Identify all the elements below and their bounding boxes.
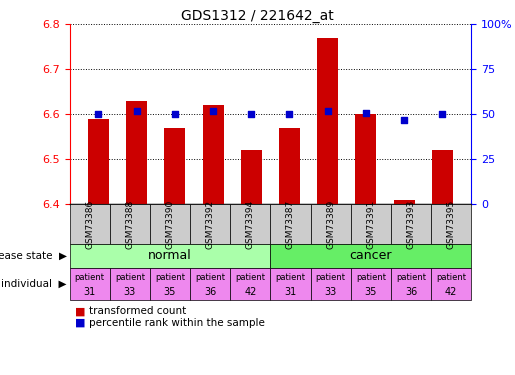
Bar <box>88 119 109 204</box>
Text: GDS1312 / 221642_at: GDS1312 / 221642_at <box>181 9 334 23</box>
Text: 42: 42 <box>244 287 256 297</box>
Text: percentile rank within the sample: percentile rank within the sample <box>89 318 265 327</box>
Text: disease state  ▶: disease state ▶ <box>0 251 67 261</box>
Bar <box>202 105 224 204</box>
Text: normal: normal <box>148 249 192 262</box>
Text: GSM73394: GSM73394 <box>246 200 255 249</box>
Bar <box>164 128 185 204</box>
Text: 31: 31 <box>83 287 96 297</box>
Point <box>170 111 179 117</box>
Text: patient: patient <box>115 273 145 282</box>
Point <box>362 110 370 116</box>
Point <box>400 117 408 123</box>
Point <box>94 111 102 117</box>
Point <box>285 111 294 117</box>
Bar <box>241 150 262 204</box>
Text: patient: patient <box>276 273 305 282</box>
Text: ■: ■ <box>75 318 85 327</box>
Bar <box>393 200 415 204</box>
Bar <box>126 101 147 204</box>
Text: cancer: cancer <box>350 249 392 262</box>
Text: transformed count: transformed count <box>89 306 186 316</box>
Bar <box>355 114 376 204</box>
Text: patient: patient <box>75 273 105 282</box>
Text: 42: 42 <box>445 287 457 297</box>
Text: patient: patient <box>436 273 466 282</box>
Bar <box>279 128 300 204</box>
Text: 36: 36 <box>405 287 417 297</box>
Text: patient: patient <box>235 273 265 282</box>
Text: 36: 36 <box>204 287 216 297</box>
Text: GSM73390: GSM73390 <box>165 200 175 249</box>
Text: 31: 31 <box>284 287 297 297</box>
Text: patient: patient <box>316 273 346 282</box>
Text: GSM73388: GSM73388 <box>125 200 134 249</box>
Text: patient: patient <box>195 273 225 282</box>
Point <box>209 108 217 114</box>
Text: patient: patient <box>396 273 426 282</box>
Text: GSM73386: GSM73386 <box>85 200 94 249</box>
Text: 35: 35 <box>365 287 377 297</box>
Bar <box>317 38 338 204</box>
Point <box>132 108 141 114</box>
Text: patient: patient <box>155 273 185 282</box>
Text: GSM73387: GSM73387 <box>286 200 295 249</box>
Bar <box>432 150 453 204</box>
Text: GSM73393: GSM73393 <box>406 200 416 249</box>
Text: patient: patient <box>356 273 386 282</box>
Text: GSM73389: GSM73389 <box>326 200 335 249</box>
Text: ■: ■ <box>75 306 85 316</box>
Point <box>247 111 255 117</box>
Text: GSM73392: GSM73392 <box>205 200 215 249</box>
Text: 33: 33 <box>124 287 136 297</box>
Point <box>323 108 332 114</box>
Point <box>438 111 447 117</box>
Text: GSM73391: GSM73391 <box>366 200 375 249</box>
Text: 33: 33 <box>324 287 337 297</box>
Text: individual  ▶: individual ▶ <box>2 279 67 289</box>
Text: GSM73395: GSM73395 <box>447 200 456 249</box>
Text: 35: 35 <box>164 287 176 297</box>
